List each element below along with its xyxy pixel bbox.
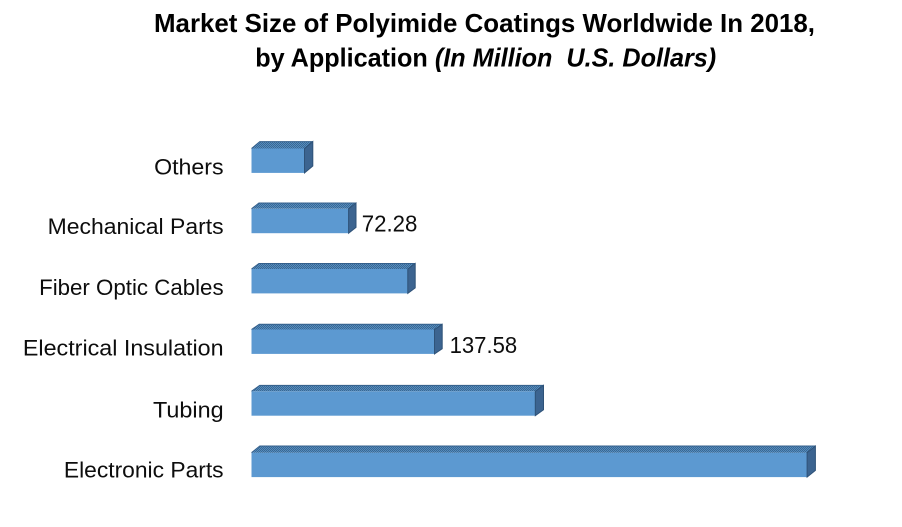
svg-text:Electrical Insulation: Electrical Insulation [23,335,224,360]
svg-text:Electronic Parts: Electronic Parts [64,458,224,483]
svg-text:137.58: 137.58 [450,332,518,358]
svg-text:72.28: 72.28 [362,211,418,237]
svg-text:Mechanical Parts: Mechanical Parts [48,214,224,239]
svg-text:Others: Others [154,155,224,180]
svg-text:by Application (In Million U.: by Application (In Million U.S. Dollars) [255,43,716,73]
svg-text:Fiber Optic Cables: Fiber Optic Cables [39,275,224,300]
svg-text:Tubing: Tubing [153,397,224,422]
svg-text:Market Size of Polyimide Coati: Market Size of Polyimide Coatings Worldw… [154,8,815,38]
